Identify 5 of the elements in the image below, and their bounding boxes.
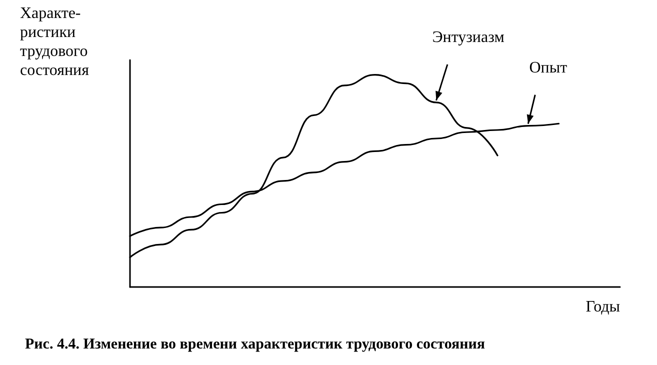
text: Энтузиазм xyxy=(432,28,504,46)
y-axis-title: Характе- ристики трудового состояния xyxy=(20,5,90,79)
text: Рис. 4.4. Изменение во времени характеристик трудового состояния xyxy=(25,336,486,352)
x-axis-title: Годы xyxy=(586,298,620,316)
text: Опыт xyxy=(529,59,568,76)
